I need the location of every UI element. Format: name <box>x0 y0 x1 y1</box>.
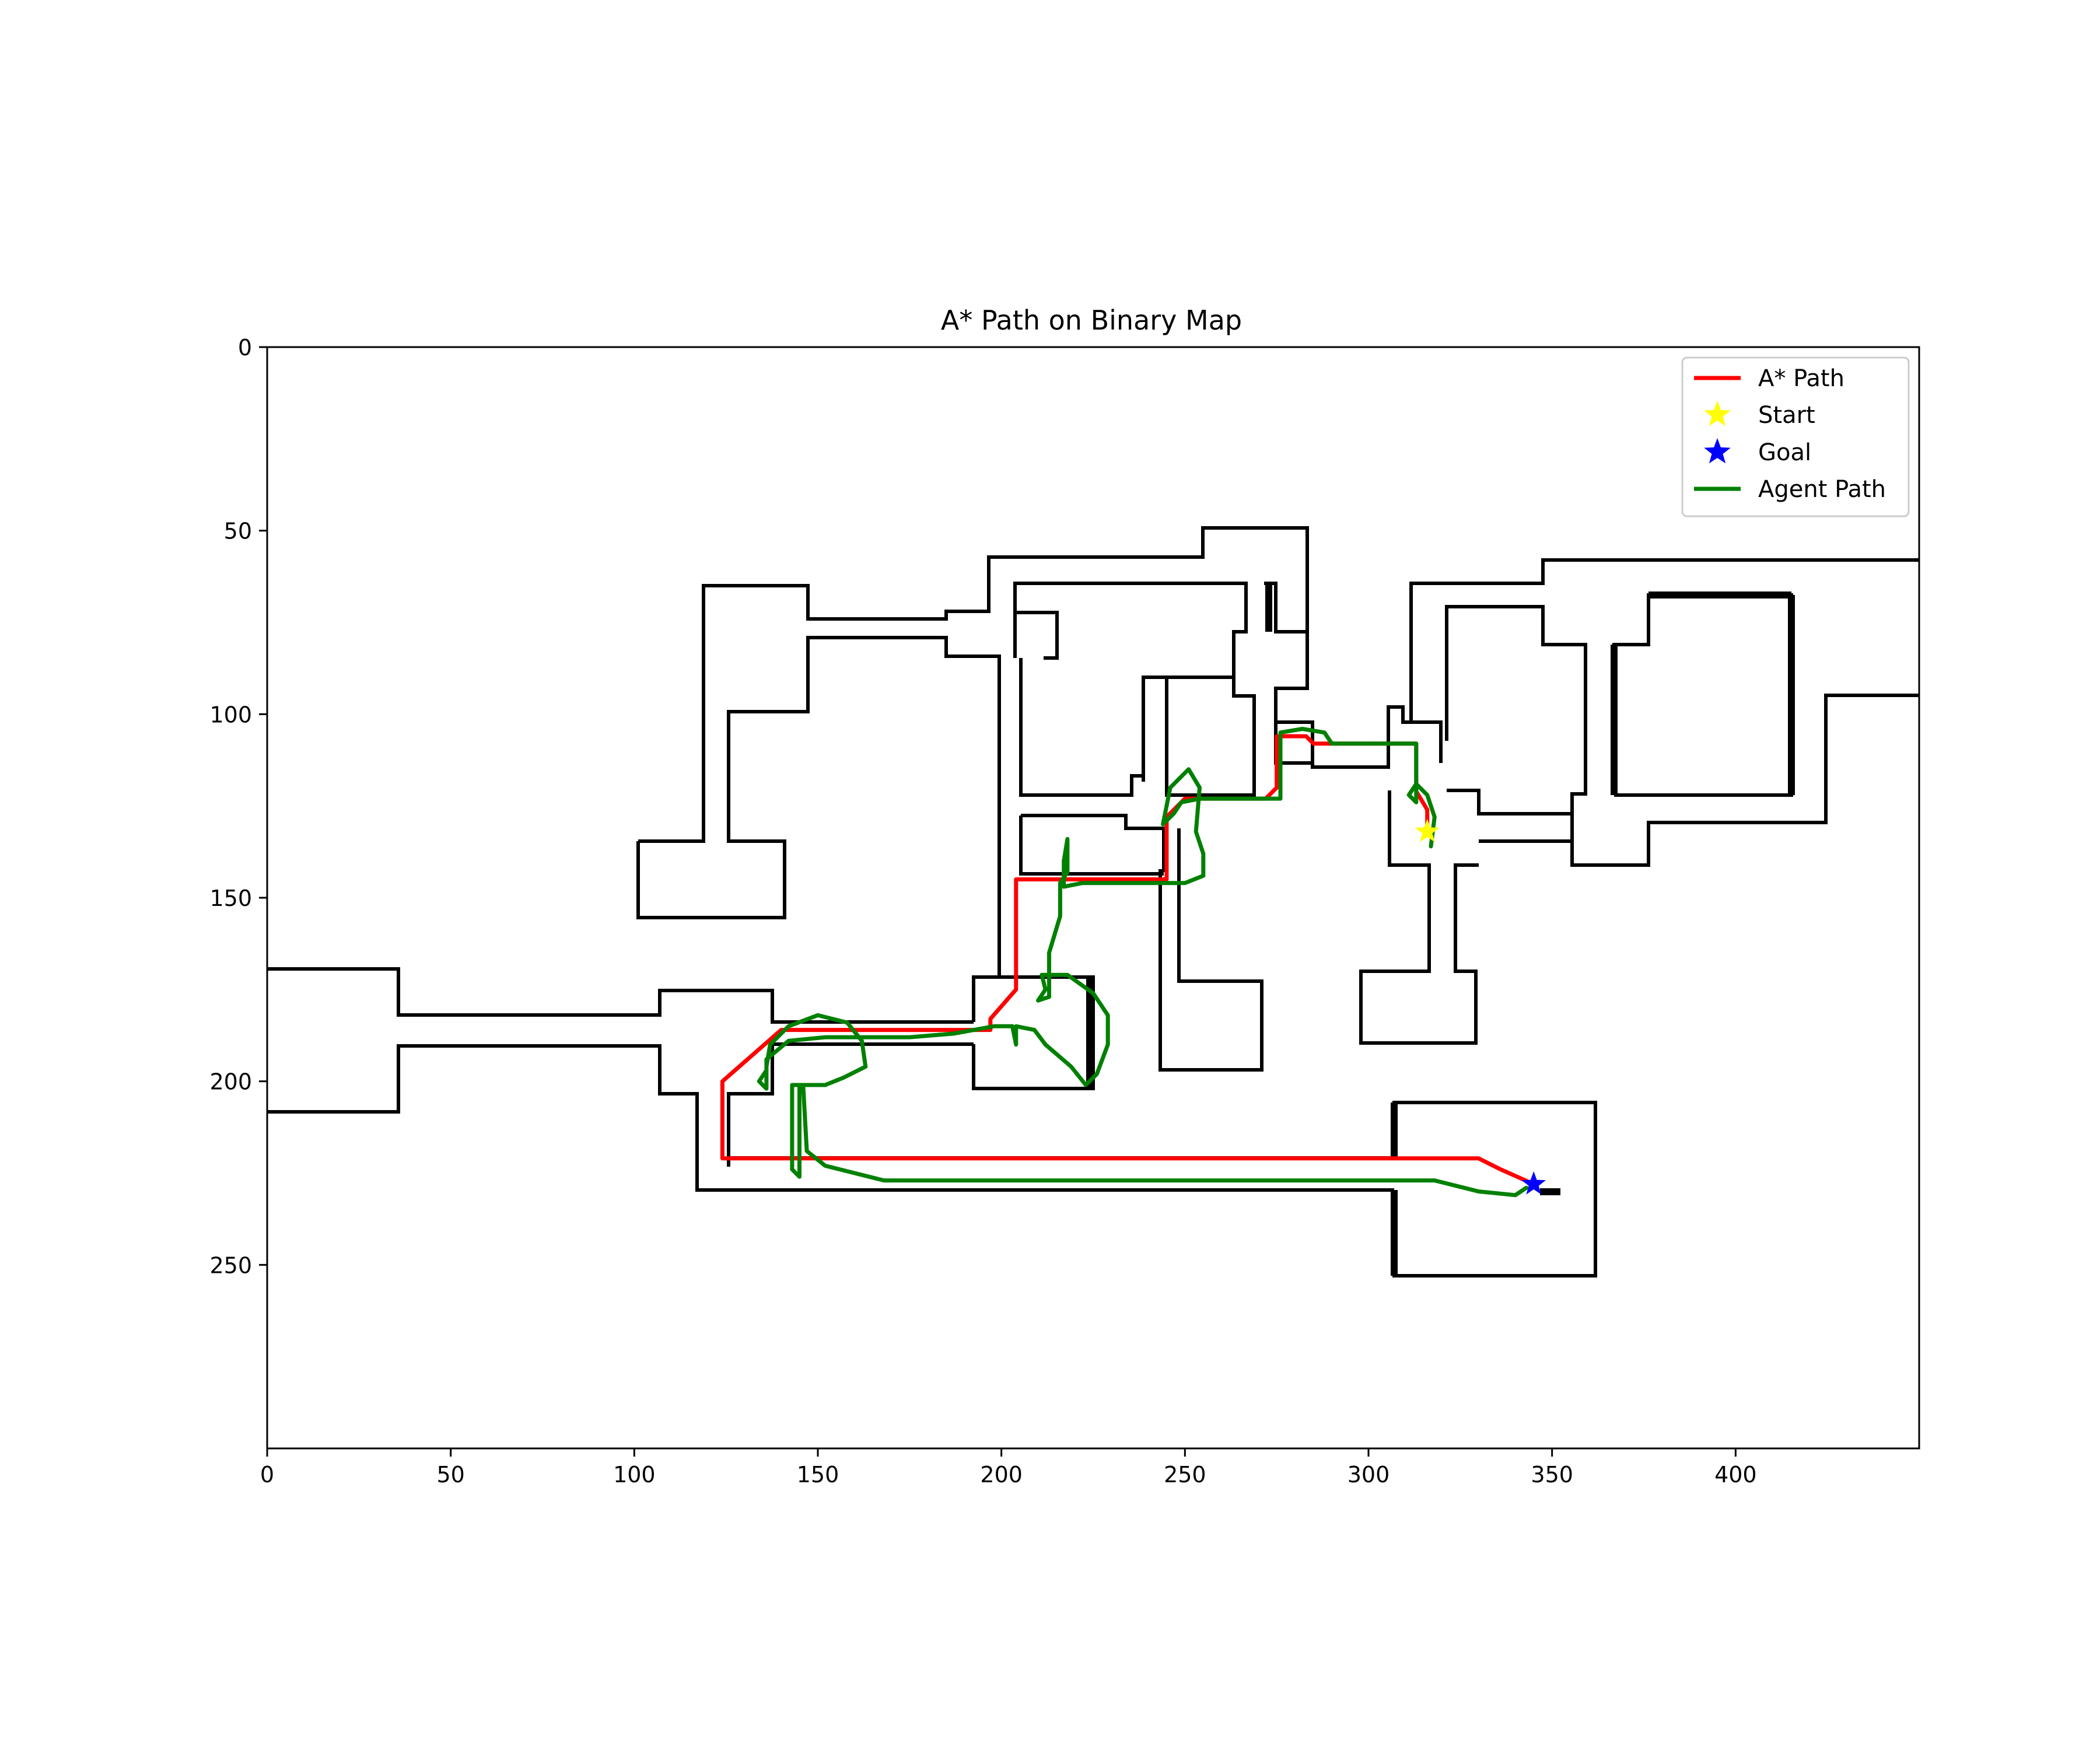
y-tick-label: 250 <box>209 1252 252 1278</box>
wall-segment <box>1019 816 1164 876</box>
wall-segment <box>636 636 1001 977</box>
legend-swatch-star <box>1704 401 1731 426</box>
goal-marker <box>1521 1171 1546 1195</box>
y-axis: 0 50 100 150 200 250 <box>209 335 267 1278</box>
y-tick-label: 50 <box>224 519 252 544</box>
x-tick-label: 400 <box>1714 1462 1757 1488</box>
plot-frame <box>266 346 1920 1450</box>
wall-segment <box>1274 583 1443 769</box>
wall-segment <box>267 967 974 1024</box>
y-tick-label: 200 <box>209 1069 252 1095</box>
x-tick-label: 100 <box>613 1462 656 1488</box>
y-tick-label: 0 <box>238 335 252 360</box>
x-tick-label: 0 <box>260 1462 274 1488</box>
wall-segment <box>1013 582 1248 782</box>
agent-path-line <box>757 727 1529 1198</box>
wall-segment <box>727 1042 974 1167</box>
wall-segment-thick <box>1611 592 1795 795</box>
legend-label: Start <box>1758 402 1815 429</box>
x-tick-label: 150 <box>797 1462 839 1488</box>
wall-segment <box>1445 605 1587 816</box>
legend-frame <box>1681 356 1910 517</box>
y-tick-label: 150 <box>209 886 252 911</box>
legend-swatch-star <box>1704 438 1731 464</box>
wall-segment <box>267 1044 1394 1192</box>
legend-label: Agent Path <box>1758 476 1886 503</box>
plot-area <box>266 346 1920 1450</box>
map-walls <box>267 526 1919 1278</box>
legend-label: A* Path <box>1758 365 1845 392</box>
wall-segment <box>1165 676 1256 797</box>
start-marker <box>1415 818 1440 842</box>
x-tick-label: 300 <box>1348 1462 1390 1488</box>
wall-segment <box>1409 558 1919 722</box>
x-tick-label: 200 <box>980 1462 1023 1488</box>
wall-segment <box>638 526 1309 843</box>
x-tick-label: 250 <box>1164 1462 1206 1488</box>
wall-segment <box>1359 790 1479 1045</box>
x-axis: 0 50 100 150 200 250 300 350 400 <box>260 1448 1757 1488</box>
wall-segment <box>1015 611 1059 660</box>
x-tick-label: 50 <box>436 1462 464 1488</box>
chart-title: A* Path on Binary Map <box>941 304 1242 336</box>
marker-layer <box>1415 818 1546 1195</box>
y-tick-label: 100 <box>209 702 252 727</box>
legend: A* Path Start Goal Agent Path <box>1681 356 1910 517</box>
series-layer <box>720 727 1536 1198</box>
wall-segment <box>1019 658 1143 797</box>
wall-segment <box>1158 828 1264 1072</box>
x-tick-label: 350 <box>1531 1462 1573 1488</box>
legend-label: Goal <box>1758 439 1811 466</box>
wall-segment <box>1021 814 1166 872</box>
wall-segment <box>1479 694 1919 867</box>
